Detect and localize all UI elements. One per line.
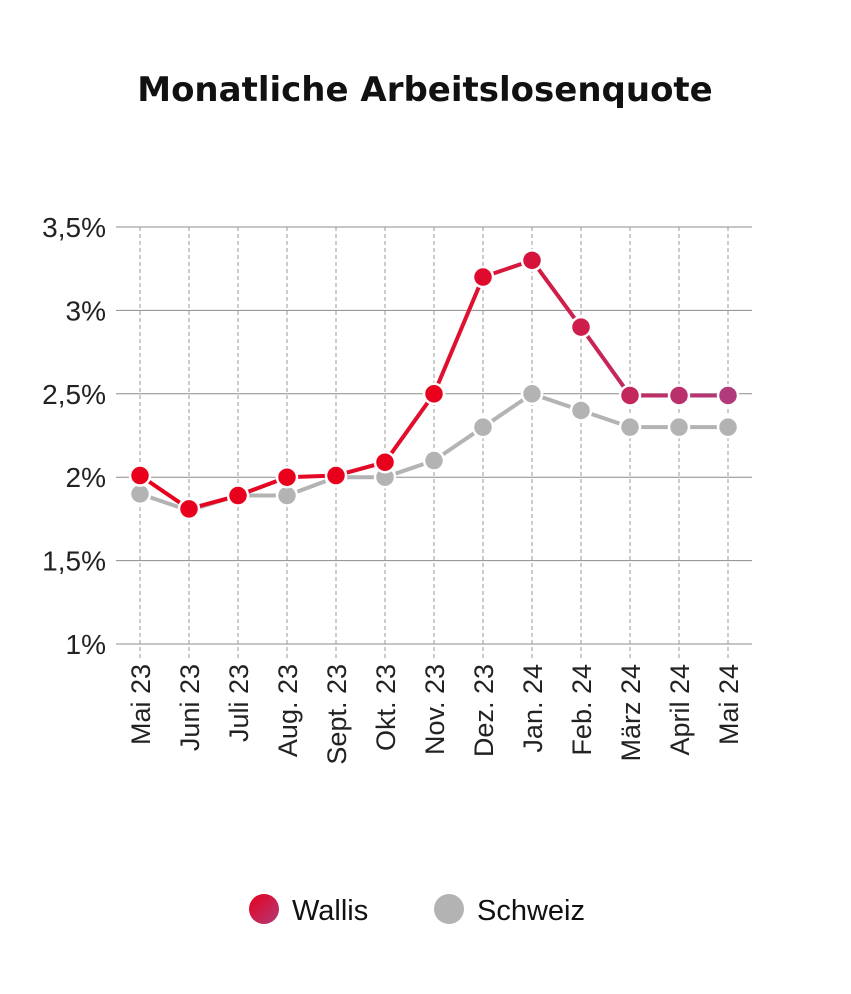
wallis-point xyxy=(569,315,593,339)
y-tick-label: 3,5% xyxy=(42,212,106,243)
schweiz-point xyxy=(716,415,740,439)
schweiz-point xyxy=(520,382,544,406)
x-tick-label: Aug. 23 xyxy=(273,664,303,757)
legend-label-wallis: Wallis xyxy=(292,895,368,927)
legend-marker-schweiz xyxy=(434,894,464,924)
wallis-point xyxy=(226,484,250,507)
x-tick-label: Mai 23 xyxy=(126,664,156,745)
x-tick-label: April 24 xyxy=(665,664,695,756)
schweiz-point xyxy=(667,415,691,439)
legend-marker-wallis xyxy=(249,894,279,924)
schweiz-point xyxy=(471,415,495,439)
x-axis: Mai 23 Juni 23 Juli 23 Aug. 23 Sept. 23 Okt. … xyxy=(126,664,744,765)
x-tick-label: Juli 23 xyxy=(224,664,254,742)
schweiz-point xyxy=(618,415,642,439)
wallis-point xyxy=(275,465,299,489)
y-axis: 1% 1,5% 2% 2,5% 3% 3,5% xyxy=(42,212,106,660)
legend-label-schweiz: Schweiz xyxy=(477,895,585,927)
grid xyxy=(116,226,752,658)
schweiz-point xyxy=(422,449,446,472)
wallis-point xyxy=(667,384,691,407)
legend: Wallis Schweiz xyxy=(249,894,585,927)
y-tick-label: 1% xyxy=(66,629,106,660)
schweiz-point xyxy=(569,399,593,422)
wallis-point xyxy=(128,464,152,487)
x-tick-label: Okt. 23 xyxy=(371,664,401,751)
y-tick-label: 1,5% xyxy=(42,546,106,577)
series-layer xyxy=(128,249,740,522)
wallis-point xyxy=(618,384,642,407)
x-tick-label: Jan. 24 xyxy=(518,664,548,753)
chart-title: Monatliche Arbeitslosenquote xyxy=(137,70,713,110)
x-tick-label: Mai 24 xyxy=(714,664,744,745)
schweiz-point xyxy=(275,484,299,507)
x-tick-label: Juni 23 xyxy=(175,664,205,751)
x-tick-label: März 24 xyxy=(616,664,646,762)
y-tick-label: 2% xyxy=(66,462,106,493)
wallis-point xyxy=(177,497,201,521)
x-tick-label: Sept. 23 xyxy=(322,664,352,765)
wallis-point xyxy=(471,265,495,289)
x-tick-label: Nov. 23 xyxy=(420,664,450,755)
wallis-point xyxy=(422,382,446,406)
wallis-point xyxy=(324,464,348,487)
y-tick-label: 2,5% xyxy=(42,379,106,410)
wallis-point xyxy=(716,384,740,407)
wallis-point xyxy=(520,249,544,272)
wallis-point xyxy=(373,450,397,474)
schweiz-point xyxy=(128,482,152,506)
x-tick-label: Dez. 23 xyxy=(469,664,499,757)
x-tick-label: Feb. 24 xyxy=(567,664,597,756)
y-tick-label: 3% xyxy=(66,295,106,326)
